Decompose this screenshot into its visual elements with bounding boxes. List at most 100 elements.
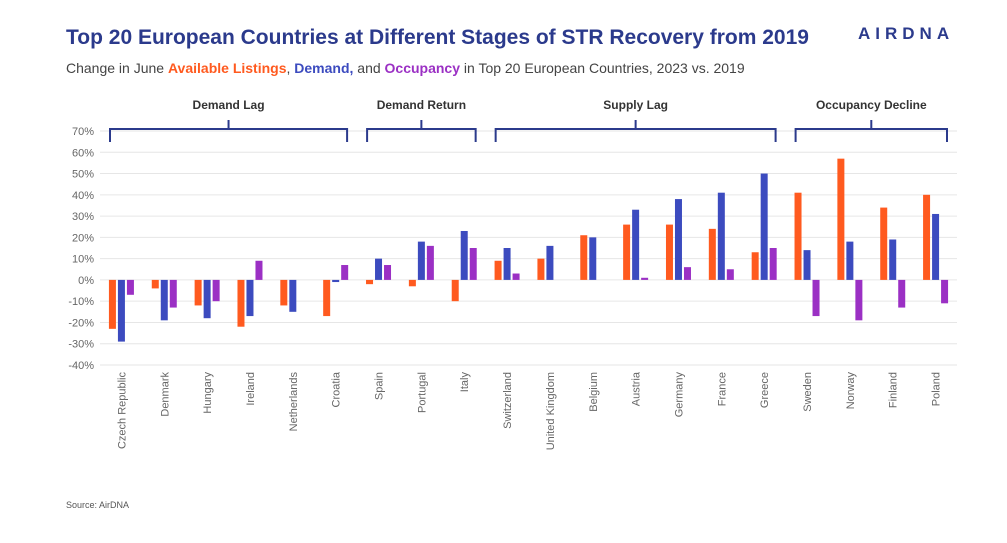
x-tick-label: Spain	[374, 372, 386, 400]
bar-demand	[417, 241, 425, 280]
x-tick-label: Germany	[673, 372, 685, 418]
bar-listings	[580, 235, 588, 280]
bar-occupancy	[726, 269, 734, 280]
bar-occupancy	[855, 279, 863, 321]
bar-listings	[923, 194, 931, 280]
x-tick-label: Belgium	[588, 372, 600, 412]
chart-subtitle: Change in June Available Listings, Deman…	[66, 60, 745, 76]
y-tick-label: 40%	[72, 190, 94, 202]
group-bracket	[494, 120, 777, 142]
bar-occupancy	[212, 279, 220, 302]
x-tick-label: Hungary	[202, 372, 214, 414]
bar-occupancy	[426, 245, 434, 280]
bar-demand	[803, 250, 811, 280]
y-tick-label: 0%	[78, 275, 94, 287]
airdna-logo: AIRDNA	[858, 24, 955, 43]
bar-demand	[160, 279, 168, 321]
bar-occupancy	[683, 267, 691, 280]
bar-listings	[708, 228, 716, 280]
subtitle-prefix: Change in June	[66, 60, 168, 76]
x-tick-label: Finland	[888, 372, 900, 408]
x-tick-label: Austria	[631, 371, 643, 406]
source-note: Source: AirDNA	[66, 500, 130, 510]
x-tick-label: Czech Republic	[116, 372, 128, 450]
bar-listings	[623, 224, 631, 280]
bar-demand	[289, 279, 297, 312]
x-tick-label: France	[716, 372, 728, 406]
bar-occupancy	[341, 265, 349, 280]
bar-listings	[194, 279, 202, 306]
bar-demand	[117, 279, 125, 342]
y-tick-label: -30%	[68, 339, 94, 351]
group-bracket	[794, 120, 948, 142]
x-tick-label: Sweden	[802, 372, 814, 412]
group-brackets: Demand Lag Demand Return Supply Lag Occupan…	[109, 98, 948, 142]
group-label: Supply Lag	[603, 98, 668, 112]
bar-demand	[503, 248, 511, 280]
y-tick-label: 30%	[72, 211, 94, 223]
bar-demand	[632, 209, 640, 280]
bar-listings	[751, 252, 759, 280]
bar-occupancy	[512, 273, 520, 280]
bar-demand	[203, 279, 211, 319]
y-tick-label: 60%	[72, 147, 94, 159]
x-tick-label: United Kingdom	[545, 372, 557, 450]
bar-demand	[460, 230, 468, 280]
bar-listings	[151, 279, 159, 289]
group-label: Occupancy Decline	[816, 98, 927, 112]
subtitle-suffix: in Top 20 European Countries, 2023 vs. 2…	[460, 60, 745, 76]
y-tick-label: -40%	[68, 360, 94, 372]
bar-demand	[546, 245, 554, 280]
bar-demand	[332, 279, 340, 283]
chart-title: Top 20 European Countries at Different S…	[66, 26, 809, 49]
y-tick-label: 20%	[72, 232, 94, 244]
x-tick-label: Greece	[759, 372, 771, 408]
bar-listings	[366, 279, 374, 285]
bars	[108, 158, 949, 342]
bar-demand	[246, 279, 254, 317]
group-bracket	[366, 120, 477, 142]
y-tick-label: -10%	[68, 296, 94, 308]
bar-listings	[494, 260, 502, 280]
subtitle-key-occupancy: Occupancy	[384, 60, 461, 76]
bar-listings	[323, 279, 331, 317]
x-axis-ticks: Czech Republic Denmark Hungary Ireland Nethe…	[116, 371, 942, 450]
bar-occupancy	[169, 279, 177, 308]
subtitle-key-demand: Demand,	[294, 60, 354, 76]
bar-demand	[760, 173, 768, 280]
bar-listings	[537, 258, 545, 280]
group-label: Demand Lag	[193, 98, 265, 112]
bar-listings	[837, 158, 845, 280]
bar-demand	[375, 258, 383, 280]
bar-occupancy	[255, 260, 263, 280]
bar-occupancy	[384, 265, 392, 280]
bar-occupancy	[898, 279, 906, 308]
bar-listings	[665, 224, 673, 280]
bar-listings	[237, 279, 245, 327]
subtitle-sep-1: ,	[286, 60, 295, 76]
bar-demand	[674, 199, 682, 280]
bar-listings	[880, 207, 888, 280]
x-tick-label: Switzerland	[502, 372, 514, 429]
bar-occupancy	[941, 279, 949, 304]
bar-demand	[589, 237, 597, 280]
x-tick-label: Croatia	[331, 371, 343, 407]
bar-occupancy	[769, 248, 777, 280]
bar-demand	[932, 213, 940, 280]
bar-listings	[108, 279, 116, 329]
y-tick-label: -20%	[68, 317, 94, 329]
group-label: Demand Return	[377, 98, 466, 112]
bar-listings	[451, 279, 459, 302]
x-tick-label: Denmark	[159, 372, 171, 417]
bar-listings	[794, 192, 802, 280]
bar-demand	[717, 192, 725, 280]
x-tick-label: Poland	[931, 372, 943, 406]
x-tick-label: Italy	[459, 372, 471, 393]
y-tick-label: 70%	[72, 126, 94, 138]
x-tick-label: Netherlands	[288, 372, 300, 432]
group-bracket	[109, 120, 349, 142]
x-tick-label: Ireland	[245, 372, 257, 406]
bar-occupancy	[641, 277, 649, 280]
bar-occupancy	[126, 279, 134, 295]
